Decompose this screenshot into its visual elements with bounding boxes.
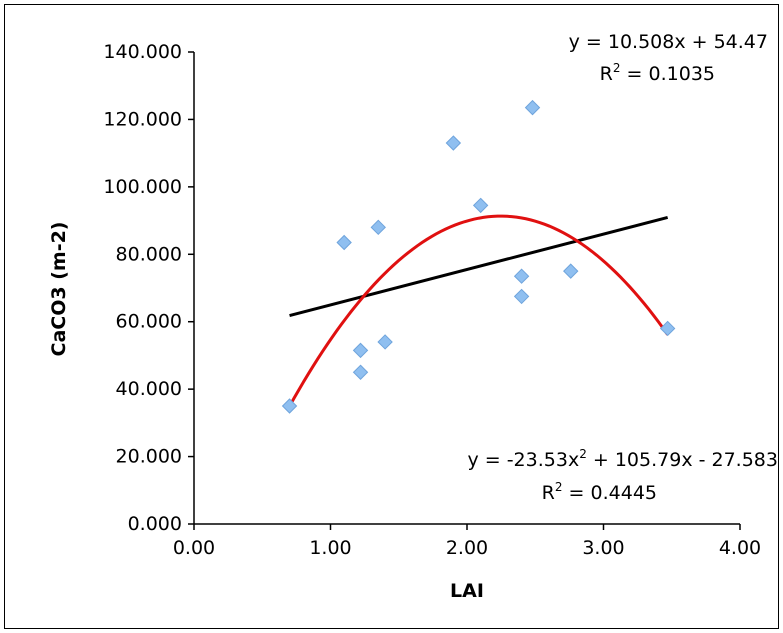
x-tick-label: 2.00 [446, 537, 488, 559]
data-point [377, 334, 393, 350]
data-point [513, 268, 530, 284]
data-point [352, 364, 369, 380]
y-tick-label: 40.000 [116, 378, 182, 400]
data-point [513, 288, 530, 305]
x-tick-label: 4.00 [719, 537, 761, 559]
data-point [659, 320, 676, 337]
data-point [281, 398, 298, 414]
chart-frame [4, 4, 779, 629]
x-axis-title: LAI [450, 580, 484, 602]
data-point [336, 234, 352, 251]
data-point [472, 197, 489, 214]
y-tick-label: 140.000 [103, 41, 182, 63]
linear-r2-label: R2 = 0.1035 [600, 61, 715, 85]
polynomial-r2-label: R2 = 0.4445 [542, 480, 657, 504]
data-points [281, 99, 676, 414]
polynomial-equation-label: y = -23.53x2 + 105.79x - 27.583 [467, 447, 778, 471]
x-tick-label: 3.00 [582, 537, 624, 559]
y-tick-label: 0.000 [128, 513, 182, 535]
trend-lines [288, 214, 669, 407]
data-point [524, 99, 541, 116]
x-tick-label: 1.00 [309, 537, 351, 559]
axes: 0.00 1.00 2.00 3.00 4.00 0.000 20.000 40.000 60.… [103, 41, 761, 559]
linear-trendline [289, 215, 669, 318]
x-tick-label: 0.00 [173, 537, 215, 559]
y-tick-label: 60.000 [116, 311, 182, 333]
data-point [370, 219, 386, 236]
data-point [445, 135, 462, 151]
data-point [563, 263, 579, 279]
y-axis-title: CaCO3 (m-2) [48, 222, 70, 357]
y-tick-label: 20.000 [116, 446, 182, 468]
polynomial-trendline [288, 214, 669, 407]
y-tick-label: 100.000 [103, 176, 182, 198]
data-point [352, 342, 369, 359]
y-tick-label: 120.000 [103, 108, 182, 130]
y-tick-label: 80.000 [116, 243, 182, 265]
linear-equation-label: y = 10.508x + 54.47 [569, 31, 768, 53]
